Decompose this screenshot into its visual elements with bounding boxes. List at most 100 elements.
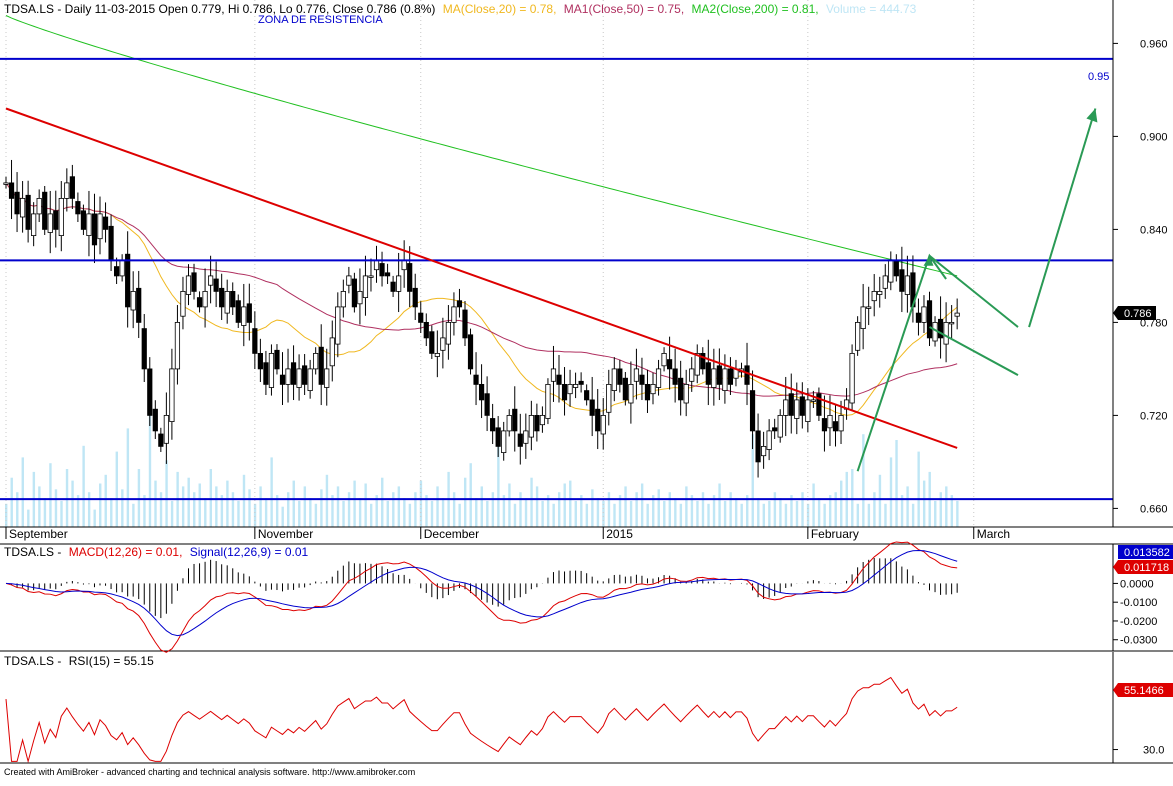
- volume-bar: [165, 460, 168, 527]
- candle-body: [163, 414, 169, 444]
- volume-bar: [93, 509, 96, 527]
- volume-bar: [812, 483, 815, 527]
- volume-bar: [386, 500, 389, 527]
- candle-body: [384, 272, 391, 277]
- volume-bar: [215, 486, 218, 527]
- candle-body: [429, 331, 435, 354]
- volume-bar: [181, 486, 185, 527]
- candle-body: [53, 210, 59, 230]
- volume-bar: [325, 474, 329, 527]
- volume-bar: [740, 503, 743, 527]
- candle-body: [125, 253, 131, 308]
- candle-body: [31, 213, 37, 236]
- volume-label: Volume = 444.73: [826, 2, 917, 16]
- candle-body: [97, 213, 103, 240]
- volume-bar: [292, 480, 295, 527]
- volume-bar: [502, 495, 506, 527]
- x-tick-label: February: [811, 527, 859, 541]
- candle-body: [600, 414, 606, 435]
- last-price-text: 0.786: [1124, 308, 1152, 320]
- volume-bar: [115, 451, 118, 527]
- volume-bar: [889, 457, 893, 527]
- candle-body: [611, 368, 617, 391]
- candle-body: [711, 368, 717, 388]
- volume-bar: [425, 495, 428, 527]
- candle-body: [3, 182, 9, 185]
- volume-bar: [851, 469, 854, 527]
- macd-signal-badge: 0.013582: [1118, 545, 1173, 559]
- volume-bar: [237, 500, 240, 527]
- candle-body: [899, 269, 905, 292]
- candle-body: [501, 430, 507, 453]
- volume-bar: [27, 509, 30, 527]
- candle-body: [866, 306, 872, 309]
- volume-bar: [486, 500, 489, 527]
- candle-body: [324, 368, 330, 388]
- candle-body: [418, 312, 424, 323]
- macd-tick-label: -0.0100: [1120, 597, 1157, 609]
- projection-arrowhead: [1086, 108, 1098, 123]
- volume-bar: [99, 483, 102, 527]
- candle-body: [877, 290, 883, 295]
- volume-bar: [463, 477, 467, 527]
- volume-bar: [43, 498, 47, 527]
- volume-bar: [264, 498, 268, 527]
- candle-body: [119, 259, 125, 277]
- candle-body: [241, 306, 247, 326]
- macd-signal-value: 0.013582: [1124, 547, 1170, 559]
- candle-body: [860, 306, 866, 329]
- candle-body: [915, 312, 922, 323]
- volume-bar: [331, 495, 334, 527]
- candle-body: [478, 383, 485, 401]
- volume-bar: [939, 492, 942, 527]
- candle-body: [639, 374, 645, 385]
- candle-body: [368, 275, 374, 278]
- volume-bar: [906, 486, 909, 527]
- volume-bar: [552, 503, 555, 527]
- candle-body: [19, 197, 26, 218]
- candle-body: [440, 337, 446, 351]
- rsi-value: 55.1466: [1124, 685, 1164, 697]
- volume-bar: [480, 486, 483, 527]
- candle-body: [412, 287, 418, 308]
- volume-bar: [569, 480, 572, 527]
- candle-body: [683, 383, 689, 404]
- volume-bar: [259, 486, 262, 527]
- svg-text:TDSA.LS - MACD(12,26) = 0.: TDSA.LS - MACD(12,26) = 0.01, Signal(12,…: [4, 545, 309, 559]
- volume-bar: [381, 477, 384, 527]
- candle-body: [25, 194, 31, 230]
- candle-body: [141, 328, 147, 370]
- candle-body: [307, 368, 313, 391]
- volume-bar: [607, 492, 611, 527]
- volume-bar: [801, 492, 804, 527]
- rsi-badge: 55.1466: [1113, 683, 1173, 697]
- candle-body: [434, 352, 440, 357]
- candle-body: [672, 368, 678, 385]
- candle-body: [263, 362, 269, 385]
- volume-bar: [535, 486, 539, 527]
- candle-body: [949, 321, 955, 325]
- candle-body: [42, 191, 48, 230]
- volume-bar: [170, 500, 174, 527]
- resistance-level-label: 0.95: [1088, 71, 1109, 83]
- candle-body: [567, 383, 573, 395]
- candle-body: [14, 191, 20, 215]
- price-tick-label: 0.900: [1140, 131, 1168, 143]
- volume-bar: [917, 451, 920, 527]
- volume-bar: [287, 492, 290, 527]
- candle-body: [158, 433, 164, 447]
- candle-body: [705, 362, 711, 385]
- candle-body: [589, 399, 595, 416]
- volume-bar: [856, 503, 860, 527]
- macd-value: 0.011718: [1124, 562, 1169, 574]
- candle-body: [528, 414, 534, 438]
- volume-bar: [828, 495, 832, 527]
- ma200-line: [5, 15, 958, 277]
- candle-body: [86, 213, 92, 236]
- candle-body: [871, 290, 877, 302]
- volume-bar: [491, 492, 495, 527]
- x-tick-label: November: [258, 527, 313, 541]
- volume-bar: [137, 469, 141, 527]
- volume-bar: [558, 492, 561, 527]
